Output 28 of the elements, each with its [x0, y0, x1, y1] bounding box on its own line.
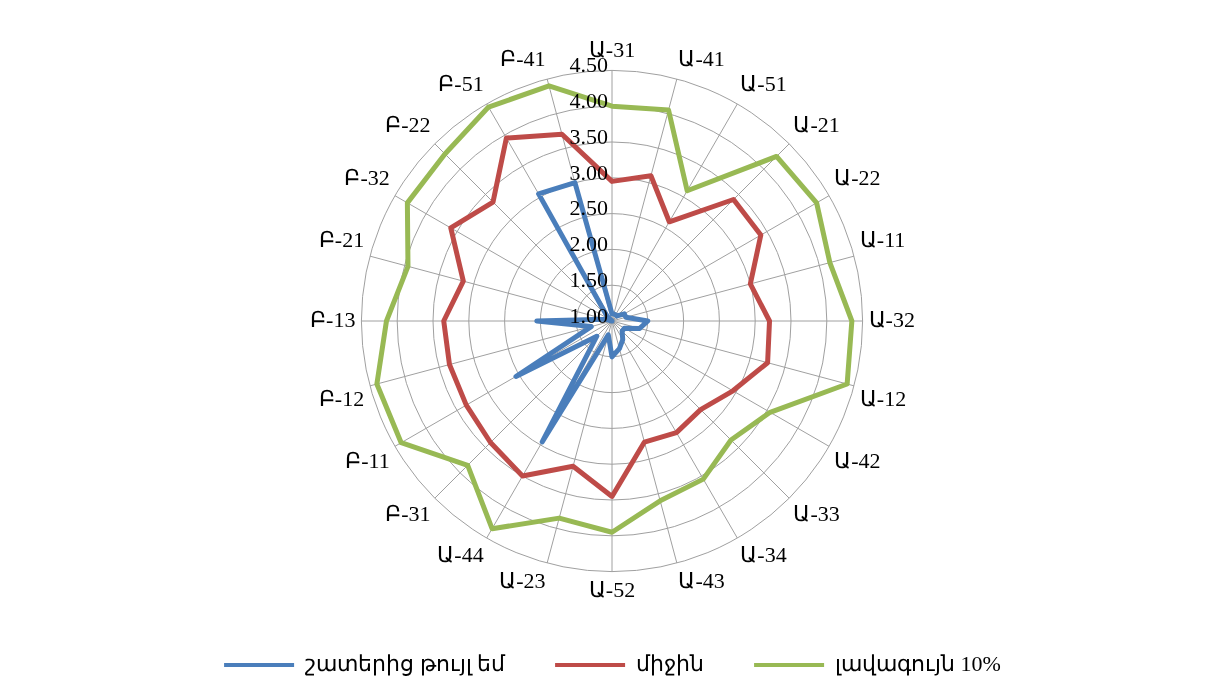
legend-label: միջին: [636, 650, 705, 676]
spoke-label: Բ-11: [345, 448, 390, 474]
spoke-label: Ա-22: [834, 165, 881, 191]
spoke-label: Բ-22: [385, 112, 431, 138]
spoke-label: Ա-23: [499, 567, 546, 593]
spoke-label: Ա-51: [740, 71, 787, 97]
legend-label: շատերից թույլ եմ: [305, 650, 507, 676]
spoke-label: Ա-32: [868, 306, 915, 332]
spoke-label: Ա-33: [793, 501, 840, 527]
spoke-label: Ա-34: [740, 542, 787, 568]
spoke-label: Ա-41: [678, 45, 725, 71]
spoke-label: Ա-11: [859, 227, 906, 253]
spoke-label: Ա-21: [793, 112, 840, 138]
spoke-label: Բ-21: [318, 227, 365, 253]
spoke-label: Ա-52: [588, 576, 636, 602]
spoke-label: Ա-12: [859, 386, 907, 412]
spoke-label: Բ-51: [438, 71, 484, 97]
spoke-label: Բ-32: [344, 165, 390, 191]
spoke-label: Բ-13: [310, 306, 356, 332]
y-tick-label: 1.00: [569, 302, 608, 328]
spoke-label: Բ-12: [318, 386, 365, 412]
spoke-label: Բ-41: [500, 45, 546, 71]
legend-label: լավագույն 10%: [835, 650, 1001, 676]
y-tick-label: 3.50: [569, 123, 608, 149]
spoke-label: Բ-31: [385, 501, 431, 527]
spoke-label: Ա-42: [834, 448, 881, 474]
spoke-label: Ա-44: [437, 542, 484, 568]
spoke-label: Ա-43: [678, 567, 725, 593]
